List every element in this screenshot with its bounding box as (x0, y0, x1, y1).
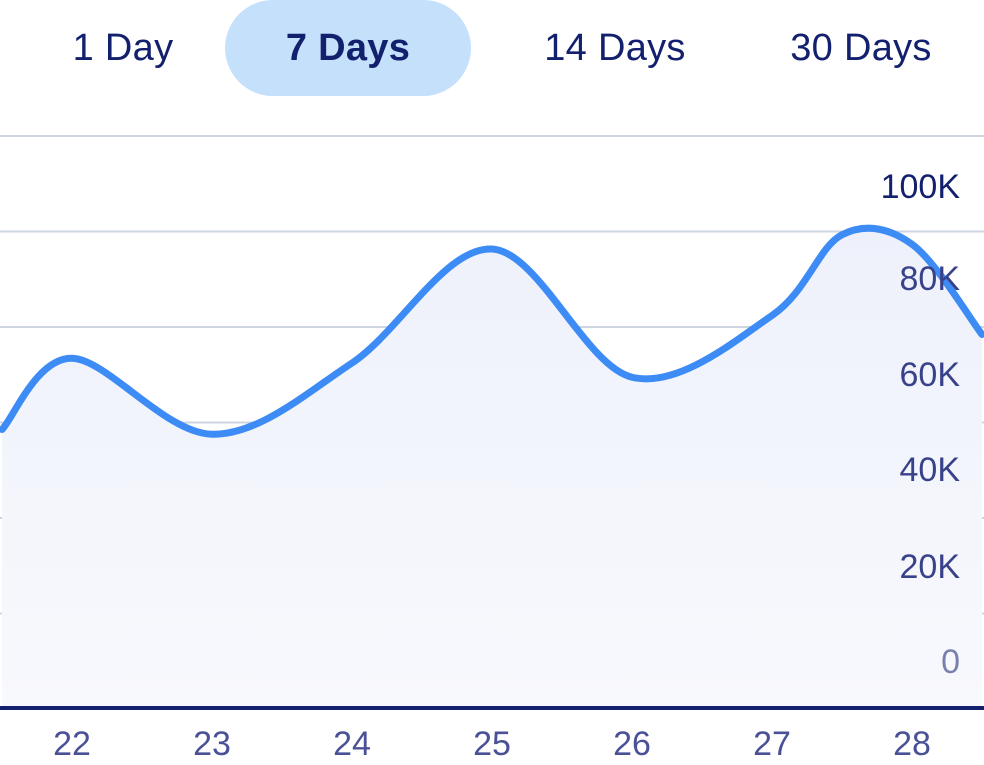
y-tick-label: 20K (900, 548, 961, 586)
tab-14-days[interactable]: 14 Days (544, 26, 686, 69)
x-tick-label: 23 (193, 725, 231, 763)
x-tick-label: 24 (333, 725, 371, 763)
x-tick-label: 28 (893, 725, 931, 763)
y-tick-label: 40K (900, 451, 961, 489)
series-line (0, 224, 984, 438)
tab-7-days[interactable]: 7 Days (225, 0, 471, 96)
x-tick-label: 26 (613, 725, 651, 763)
tab-1-day[interactable]: 1 Day (72, 26, 174, 69)
y-tick-label: 60K (900, 356, 961, 394)
y-tick-label: 80K (900, 260, 961, 298)
x-tick-label: 25 (473, 725, 511, 763)
tab-30-days[interactable]: 30 Days (790, 26, 932, 69)
x-tick-label: 22 (53, 725, 91, 763)
x-tick-label: 27 (753, 725, 791, 763)
y-tick-label: 0 (941, 643, 960, 681)
y-tick-label: 100K (881, 168, 961, 206)
area-fill (2, 228, 982, 708)
range-tabs: 1 Day 7 Days 14 Days 30 Days (0, 0, 984, 96)
